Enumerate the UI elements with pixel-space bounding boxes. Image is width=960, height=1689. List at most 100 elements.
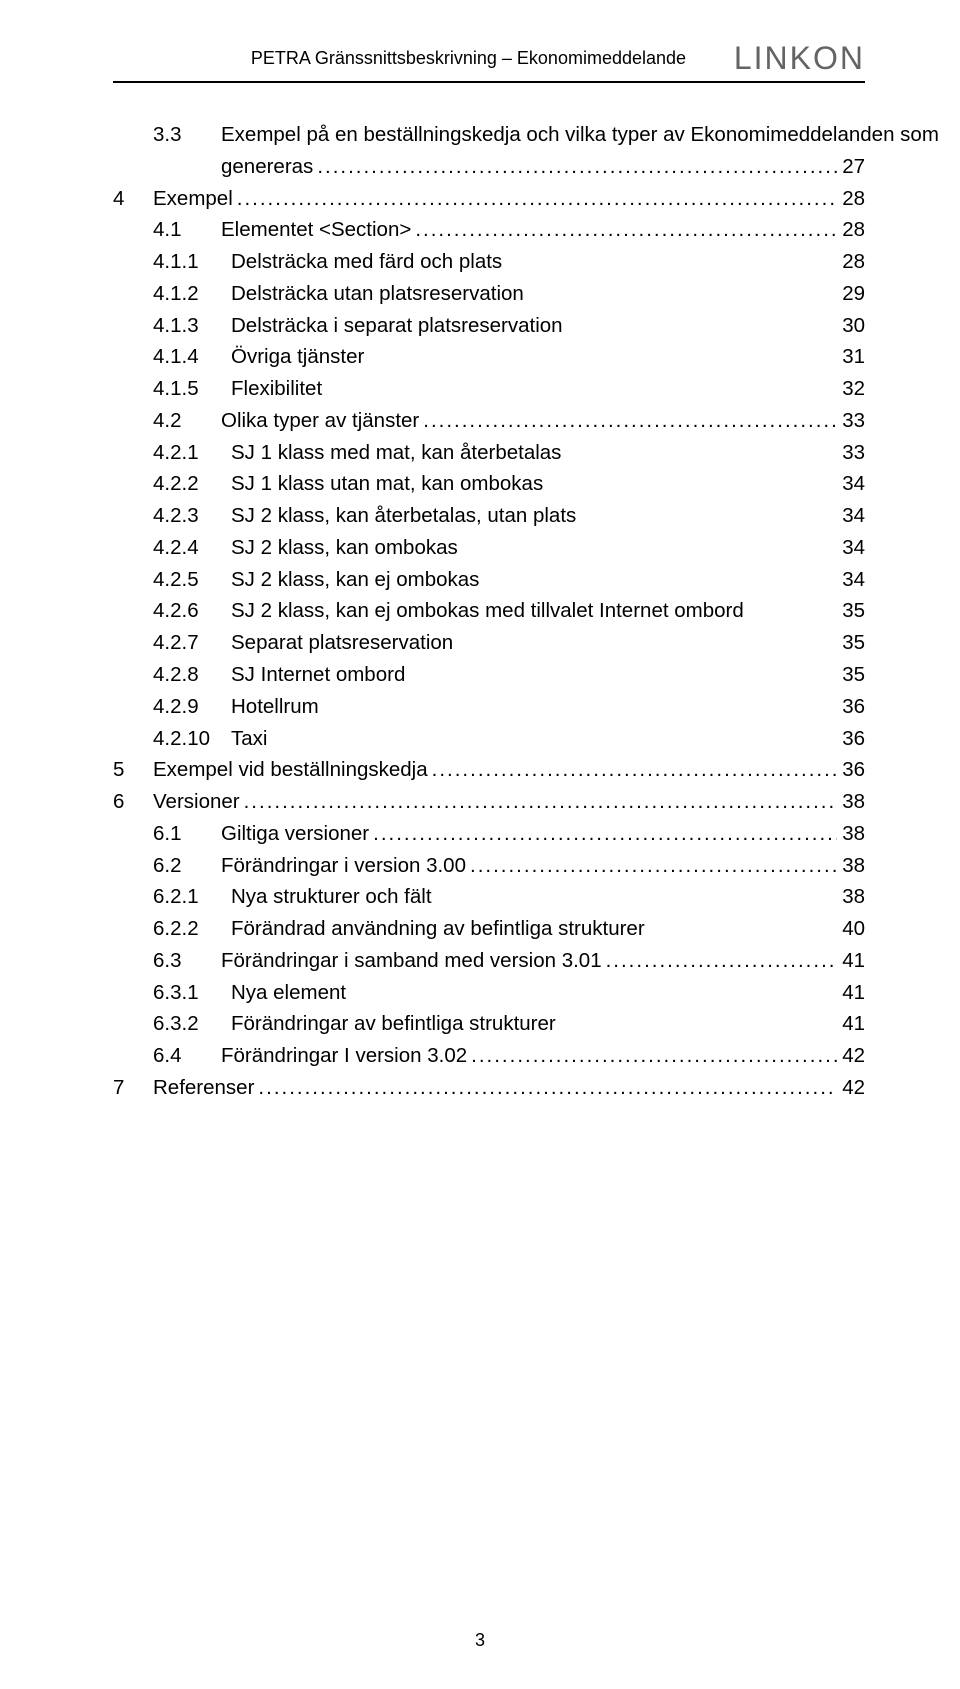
toc-text: Taxi <box>231 723 267 755</box>
toc-entry: 6.2.2Förändrad användning av befintliga … <box>113 913 865 945</box>
toc-entry: 4.2.8SJ Internet ombord35 <box>113 659 865 691</box>
toc-page-number: 34 <box>837 532 865 564</box>
toc-entry: 6.4Förändringar I version 3.02 42 <box>113 1040 865 1072</box>
toc-page-number: 42 <box>837 1040 865 1072</box>
toc-number: 4.1.2 <box>153 278 231 310</box>
toc-page-number: 34 <box>837 500 865 532</box>
toc-leader-dots <box>240 786 837 818</box>
toc-page-number: 31 <box>837 341 865 373</box>
toc-entry: 4.2.10Taxi36 <box>113 723 865 755</box>
toc-page-number: 40 <box>837 913 865 945</box>
toc-leader-dots <box>602 945 837 977</box>
toc-leader-dots <box>233 183 837 215</box>
toc-page-number: 38 <box>837 881 865 913</box>
toc-text: Förändringar i version 3.00 <box>221 850 466 882</box>
header-row: PETRA Gränssnittsbeskrivning – Ekonomime… <box>113 40 865 77</box>
toc-page-number: 41 <box>837 977 865 1009</box>
toc-text: Exempel <box>153 183 233 215</box>
toc-page-number: 38 <box>837 786 865 818</box>
toc-text: SJ Internet ombord <box>231 659 405 691</box>
toc-entry: 7Referenser 42 <box>113 1072 865 1104</box>
toc-leader-dots <box>467 1040 837 1072</box>
toc-text: SJ 2 klass, kan ombokas <box>231 532 458 564</box>
toc-number: 4.2.5 <box>153 564 231 596</box>
toc-text: SJ 2 klass, kan ej ombokas med tillvalet… <box>231 595 744 627</box>
toc-number: 4.2.1 <box>153 437 231 469</box>
toc-text: Versioner <box>153 786 240 818</box>
toc-number: 6.2.1 <box>153 881 231 913</box>
page: PETRA Gränssnittsbeskrivning – Ekonomime… <box>0 0 960 1689</box>
toc-page-number: 34 <box>837 468 865 500</box>
toc-text: Förändringar I version 3.02 <box>221 1040 467 1072</box>
toc-entry: 3.3Exempel på en beställningskedja och v… <box>113 119 865 151</box>
toc-number: 6.3.2 <box>153 1008 231 1040</box>
toc-number: 4.1.3 <box>153 310 231 342</box>
toc-number: 6.4 <box>153 1040 221 1072</box>
toc-number: 4.2.9 <box>153 691 231 723</box>
toc-text: Referenser <box>153 1072 254 1104</box>
toc-number: 7 <box>113 1072 153 1104</box>
toc-page-number: 36 <box>837 723 865 755</box>
header-rule <box>113 81 865 83</box>
toc-number: 6.2 <box>153 850 221 882</box>
toc-page-number: 28 <box>837 246 865 278</box>
toc-text: Flexibilitet <box>231 373 322 405</box>
toc-number: 4.2.8 <box>153 659 231 691</box>
toc-entry: 4.2.7Separat platsreservation35 <box>113 627 865 659</box>
toc-leader-dots <box>419 405 837 437</box>
toc-number: 4.1 <box>153 214 221 246</box>
toc-number: 5 <box>113 754 153 786</box>
document-title: PETRA Gränssnittsbeskrivning – Ekonomime… <box>113 48 734 69</box>
toc-entry: 4.2.6SJ 2 klass, kan ej ombokas med till… <box>113 595 865 627</box>
toc-page-number: 35 <box>837 627 865 659</box>
toc-entry: 4.2.4SJ 2 klass, kan ombokas34 <box>113 532 865 564</box>
toc-page-number: 42 <box>837 1072 865 1104</box>
toc-text: Nya strukturer och fält <box>231 881 432 913</box>
toc-text: Olika typer av tjänster <box>221 405 419 437</box>
toc-number: 4.1.4 <box>153 341 231 373</box>
toc-text: Separat platsreservation <box>231 627 453 659</box>
toc-number: 4.2 <box>153 405 221 437</box>
toc-page-number: 32 <box>837 373 865 405</box>
toc-text: Exempel vid beställningskedja <box>153 754 428 786</box>
toc-page-number: 33 <box>837 437 865 469</box>
toc-entry: 4.1.5Flexibilitet 32 <box>113 373 865 405</box>
toc-leader-dots <box>428 754 837 786</box>
toc-entry: 6.1Giltiga versioner38 <box>113 818 865 850</box>
toc-text: SJ 1 klass med mat, kan återbetalas <box>231 437 561 469</box>
toc-number: 4.1.5 <box>153 373 231 405</box>
toc-text: SJ 2 klass, kan ej ombokas <box>231 564 479 596</box>
toc-page-number: 36 <box>837 691 865 723</box>
toc-text: Övriga tjänster <box>231 341 364 373</box>
toc-entry: 6.3.2Förändringar av befintliga struktur… <box>113 1008 865 1040</box>
toc-entry: 4.2.5SJ 2 klass, kan ej ombokas 34 <box>113 564 865 596</box>
toc-entry: 4Exempel28 <box>113 183 865 215</box>
toc-page-number: 41 <box>837 945 865 977</box>
toc-entry-continuation: genereras27 <box>113 151 865 183</box>
toc-entry: 6.3.1Nya element41 <box>113 977 865 1009</box>
brand-logo: LINKON <box>734 40 865 77</box>
toc-text: Förändringar av befintliga strukturer <box>231 1008 556 1040</box>
toc-entry: 4.1Elementet <Section>28 <box>113 214 865 246</box>
toc-page-number: 38 <box>837 850 865 882</box>
toc-entry: 4.2.1SJ 1 klass med mat, kan återbetalas… <box>113 437 865 469</box>
toc-entry: 4.1.4Övriga tjänster 31 <box>113 341 865 373</box>
toc-leader-dots <box>369 818 837 850</box>
toc-text: SJ 2 klass, kan återbetalas, utan plats <box>231 500 576 532</box>
toc-number: 3.3 <box>153 119 221 151</box>
toc-text: Förändrad användning av befintliga struk… <box>231 913 645 945</box>
toc-page-number: 33 <box>837 405 865 437</box>
toc-entry: 6Versioner38 <box>113 786 865 818</box>
table-of-contents: 3.3Exempel på en beställningskedja och v… <box>113 119 865 1104</box>
toc-number: 6.3.1 <box>153 977 231 1009</box>
toc-leader-dots <box>466 850 837 882</box>
toc-entry: 4.2.2SJ 1 klass utan mat, kan ombokas34 <box>113 468 865 500</box>
toc-number: 4 <box>113 183 153 215</box>
toc-page-number: 41 <box>837 1008 865 1040</box>
toc-page-number: 34 <box>837 564 865 596</box>
toc-number: 4.1.1 <box>153 246 231 278</box>
toc-text: Hotellrum <box>231 691 319 723</box>
toc-page-number: 29 <box>837 278 865 310</box>
toc-page-number: 38 <box>837 818 865 850</box>
toc-entry: 6.3Förändringar i samband med version 3.… <box>113 945 865 977</box>
